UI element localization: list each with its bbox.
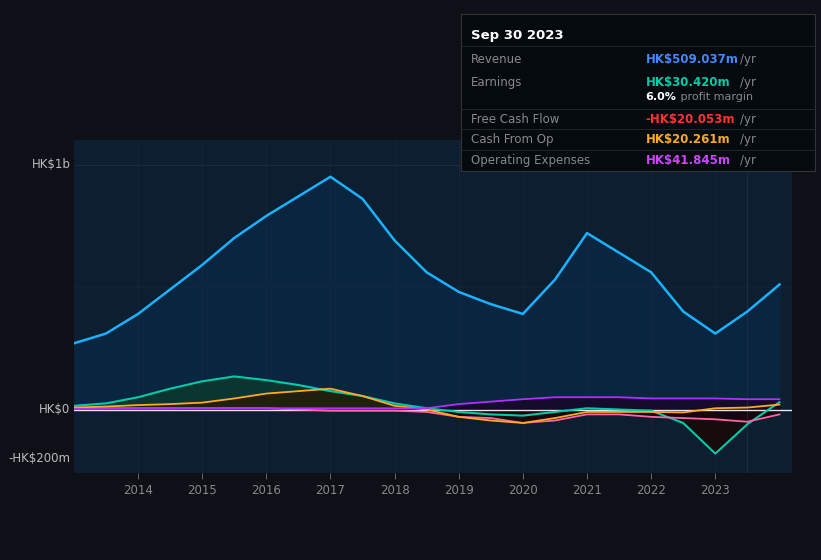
Text: Revenue: Revenue <box>471 53 523 67</box>
Text: HK$30.420m: HK$30.420m <box>645 76 730 89</box>
Text: profit margin: profit margin <box>677 92 753 102</box>
Text: HK$509.037m: HK$509.037m <box>645 53 738 67</box>
Text: Sep 30 2023: Sep 30 2023 <box>471 29 564 42</box>
Text: /yr: /yr <box>740 113 756 126</box>
Text: Earnings: Earnings <box>471 76 523 89</box>
Text: /yr: /yr <box>740 133 756 147</box>
Text: HK$1b: HK$1b <box>31 158 71 171</box>
Text: 6.0%: 6.0% <box>645 92 677 102</box>
Text: HK$0: HK$0 <box>39 403 71 416</box>
Text: /yr: /yr <box>740 154 756 167</box>
Text: Operating Expenses: Operating Expenses <box>471 154 590 167</box>
Text: Cash From Op: Cash From Op <box>471 133 553 147</box>
Text: -HK$200m: -HK$200m <box>8 452 71 465</box>
Text: HK$20.261m: HK$20.261m <box>645 133 730 147</box>
Text: Free Cash Flow: Free Cash Flow <box>471 113 560 126</box>
Text: -HK$20.053m: -HK$20.053m <box>645 113 735 126</box>
Text: /yr: /yr <box>740 53 756 67</box>
Text: HK$41.845m: HK$41.845m <box>645 154 731 167</box>
Text: /yr: /yr <box>740 76 756 89</box>
